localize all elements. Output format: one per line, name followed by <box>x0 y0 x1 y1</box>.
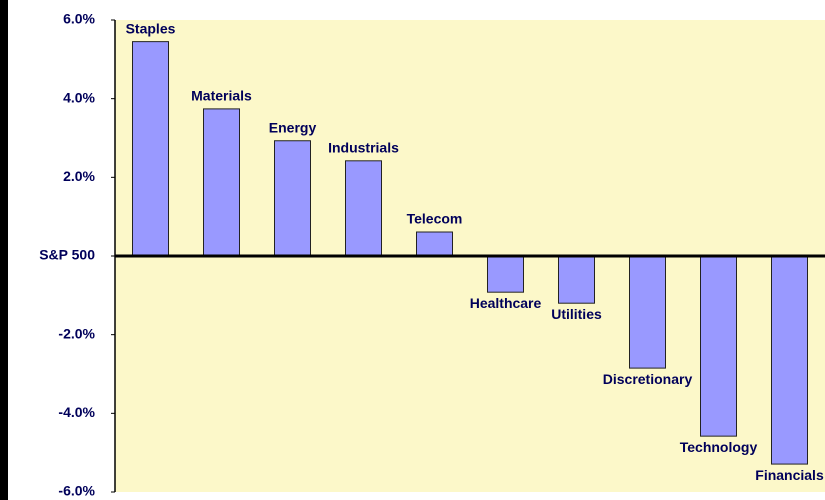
bar <box>771 255 808 465</box>
y-tick-label: -6.0% <box>58 483 95 499</box>
category-label: Technology <box>680 439 758 455</box>
category-label: Energy <box>269 119 317 135</box>
bar <box>487 255 524 293</box>
bar <box>629 255 666 369</box>
y-tick-label: 2.0% <box>63 168 95 184</box>
y-tick-label: 4.0% <box>63 89 95 105</box>
bar <box>132 41 169 257</box>
left-border <box>0 0 8 500</box>
category-label: Utilities <box>551 306 602 322</box>
bar <box>416 231 453 257</box>
y-tick-label: -4.0% <box>58 404 95 420</box>
bar <box>345 160 382 257</box>
y-tick-label: S&P 500 <box>39 247 95 263</box>
category-label: Healthcare <box>470 295 542 311</box>
category-label: Discretionary <box>603 371 693 387</box>
category-label: Financials <box>755 467 824 483</box>
bar <box>203 108 240 257</box>
category-label: Materials <box>191 88 252 104</box>
y-tick-label: 6.0% <box>63 11 95 27</box>
bar <box>700 255 737 437</box>
bar <box>558 255 595 304</box>
y-tick-label: -2.0% <box>58 325 95 341</box>
category-label: Industrials <box>328 140 399 156</box>
category-label: Staples <box>126 20 176 36</box>
bar <box>274 140 311 257</box>
category-label: Telecom <box>407 211 463 227</box>
